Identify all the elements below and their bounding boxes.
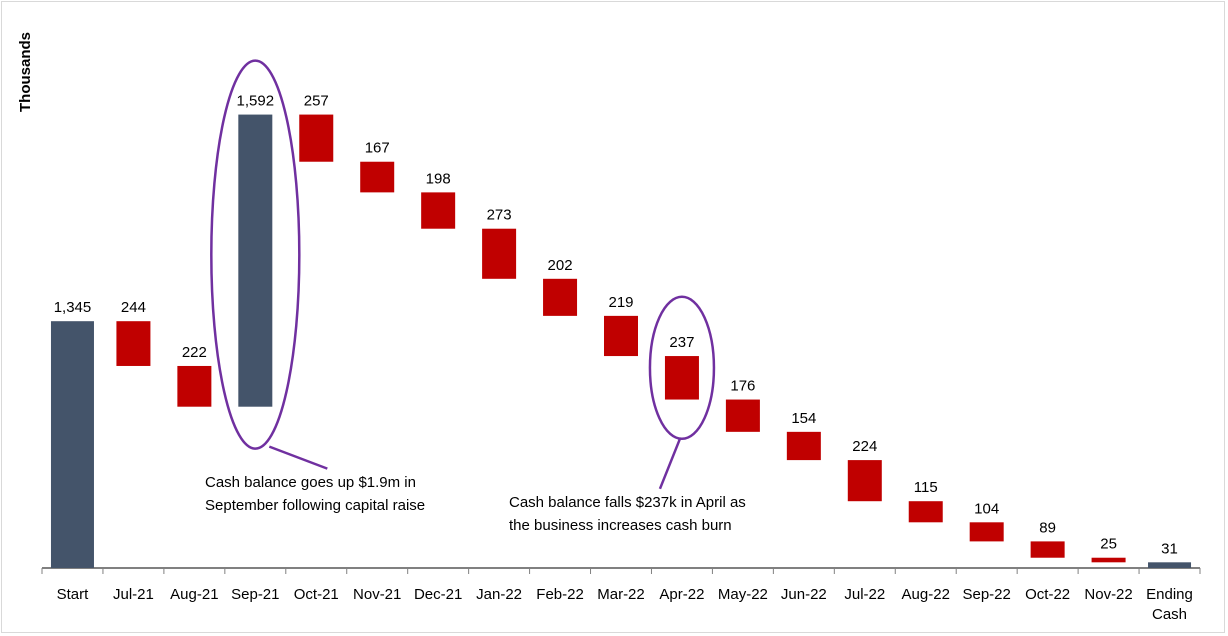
bar-jan-22 — [482, 228, 517, 279]
data-label: 202 — [548, 257, 573, 274]
bar-oct-21 — [299, 114, 334, 162]
tick-labels: Start Jul-21 Aug-21 Sep-21 Oct-21 Nov-21 Dec-2… — [57, 586, 1193, 623]
bar-aug-22 — [908, 501, 943, 523]
annotation-text: Cash balance falls $237k in April as the … — [509, 494, 746, 534]
tick-label: Jan-22 — [476, 586, 522, 603]
data-label: 176 — [730, 378, 755, 395]
tick-label: Jul-21 — [113, 586, 154, 603]
data-label: 224 — [852, 438, 877, 455]
bar-start — [50, 321, 94, 568]
tick-label: Aug-22 — [902, 586, 950, 603]
annotation-leader-line — [658, 438, 682, 490]
tick-label: Apr-22 — [659, 586, 704, 603]
data-label: 154 — [791, 410, 816, 427]
annotation-text: Cash balance goes up $1.9m in September f… — [205, 474, 425, 514]
bar-apr-22 — [664, 356, 699, 400]
data-label: 31 — [1161, 540, 1178, 557]
data-label: 219 — [608, 294, 633, 311]
data-label: 273 — [487, 207, 512, 224]
data-label: 222 — [182, 344, 207, 361]
tick-label: Start — [57, 586, 90, 603]
y-axis-title: Thousands — [17, 32, 34, 112]
data-labels: 1,345 244 222 1,592 257 167 198 273 202 219 237 176… — [54, 93, 1178, 558]
tick-label: Jun-22 — [781, 586, 827, 603]
bar-jun-22 — [786, 431, 821, 461]
bar-oct-22 — [1030, 541, 1065, 558]
tick-label: Oct-22 — [1025, 586, 1070, 603]
data-label: 198 — [426, 170, 451, 187]
data-label: 237 — [669, 334, 694, 351]
tick-label: Aug-21 — [170, 586, 218, 603]
bar-aug-21 — [177, 365, 212, 407]
data-label: 1,345 — [54, 299, 92, 316]
tick-label: May-22 — [718, 586, 768, 603]
bar-ending-cash — [1148, 562, 1192, 568]
bar-jul-21 — [116, 321, 151, 366]
tick-label: Feb-22 — [536, 586, 584, 603]
tick-label: Dec-21 — [414, 586, 462, 603]
data-label: 1,592 — [237, 93, 275, 110]
annotation-leader-line — [268, 445, 328, 470]
annotation-ellipse — [210, 59, 301, 450]
tick-label: Sep-21 — [231, 586, 279, 603]
annotations: Cash balance goes up $1.9m in September f… — [205, 59, 746, 534]
tick-label: Ending Cash — [1146, 586, 1193, 623]
bar-mar-22 — [604, 315, 638, 357]
bars — [50, 114, 1192, 568]
bar-dec-21 — [421, 192, 456, 229]
bar-nov-21 — [360, 161, 395, 193]
tick-label: Nov-22 — [1084, 586, 1132, 603]
data-label: 104 — [974, 500, 999, 517]
bar-jul-22 — [847, 460, 882, 502]
data-label: 244 — [121, 299, 146, 316]
bar-nov-22 — [1091, 557, 1126, 563]
bar-sep-22 — [969, 522, 1004, 542]
annotation-ellipse — [648, 295, 716, 441]
bar-feb-22 — [543, 278, 578, 316]
bar-may-22 — [725, 399, 760, 432]
tick-label: Nov-21 — [353, 586, 401, 603]
data-label: 115 — [914, 479, 938, 496]
data-label: 89 — [1039, 519, 1056, 536]
tick-label: Jul-22 — [844, 586, 885, 603]
data-label: 167 — [365, 140, 390, 157]
data-label: 257 — [304, 93, 329, 110]
bar-sep-21 — [238, 114, 273, 407]
tick-label: Sep-22 — [962, 586, 1010, 603]
tick-label: Oct-21 — [294, 586, 339, 603]
x-axis — [41, 567, 1201, 574]
tick-label: Mar-22 — [597, 586, 645, 603]
data-label: 25 — [1100, 536, 1117, 553]
